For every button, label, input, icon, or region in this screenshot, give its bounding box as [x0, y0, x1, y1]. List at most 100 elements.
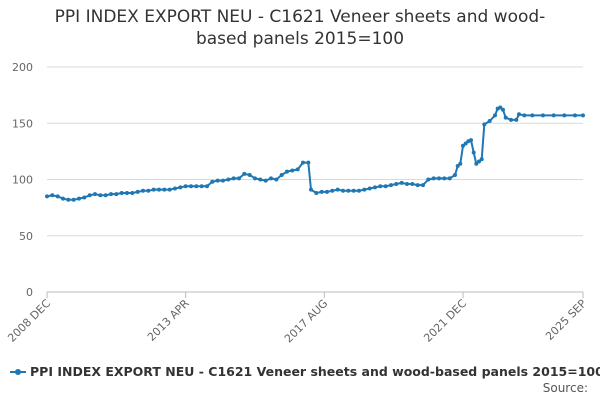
- data-point: [442, 176, 447, 181]
- y-axis-tick-labels: 0 50 100 150 200: [12, 61, 33, 299]
- data-point: [373, 185, 377, 190]
- data-point: [309, 187, 313, 192]
- data-point: [173, 186, 177, 191]
- data-point: [514, 117, 519, 122]
- data-point: [109, 192, 113, 197]
- data-point: [87, 193, 92, 198]
- data-point: [325, 189, 329, 194]
- data-point: [415, 183, 420, 188]
- data-point: [346, 188, 351, 193]
- chart-plot: 0 50 100 150 200 2008 DEC 2013 APR 2017 AUG 202…: [5, 61, 589, 346]
- data-point: [194, 184, 199, 189]
- data-point: [477, 159, 481, 164]
- data-point: [199, 184, 204, 189]
- data-point: [509, 117, 513, 122]
- data-point: [487, 119, 492, 123]
- data-point: [93, 192, 97, 197]
- data-point: [221, 178, 225, 183]
- data-point: [394, 182, 399, 186]
- data-point: [458, 161, 463, 166]
- data-point: [335, 187, 340, 192]
- x-tick-label: 2017 AUG: [282, 297, 331, 346]
- data-point: [469, 138, 473, 143]
- x-tick-label: 2025 SEP: [543, 297, 589, 343]
- data-point: [389, 183, 393, 188]
- data-point: [114, 192, 119, 197]
- data-point: [237, 176, 241, 181]
- data-point: [253, 176, 257, 181]
- data-point: [269, 176, 273, 181]
- series-line-group: [45, 105, 585, 202]
- data-point: [306, 160, 311, 165]
- data-point: [314, 191, 319, 195]
- data-point: [421, 183, 425, 188]
- data-point: [231, 176, 236, 181]
- data-point: [351, 188, 356, 193]
- data-point: [189, 184, 193, 189]
- data-point: [522, 113, 527, 118]
- chart-title: PPI INDEX EXPORT NEU - C1621 Veneer shee…: [0, 6, 600, 50]
- data-point: [474, 161, 479, 166]
- x-tick-label: 2021 DEC: [421, 297, 469, 345]
- y-tick-label: 0: [26, 286, 33, 299]
- data-point: [562, 113, 567, 118]
- data-point: [461, 143, 465, 148]
- grid-lines: [47, 66, 583, 293]
- data-point: [210, 179, 215, 184]
- data-point: [471, 150, 476, 155]
- data-point: [573, 113, 577, 118]
- data-point: [378, 184, 383, 189]
- data-point: [178, 185, 183, 190]
- data-point: [399, 180, 404, 185]
- x-axis: 2008 DEC 2013 APR 2017 AUG 2021 DEC 2025 SEP: [5, 291, 589, 346]
- data-point: [61, 196, 65, 201]
- data-point: [162, 187, 167, 192]
- data-point: [82, 195, 87, 200]
- data-point: [258, 177, 263, 182]
- data-point: [146, 188, 151, 193]
- data-point: [279, 173, 284, 177]
- data-point: [141, 188, 145, 193]
- data-point: [274, 177, 279, 182]
- y-tick-label: 50: [19, 230, 33, 243]
- data-point: [319, 189, 324, 194]
- data-point: [295, 167, 300, 172]
- source-label: Source:: [542, 381, 588, 395]
- data-point: [301, 160, 305, 165]
- data-point: [183, 184, 188, 189]
- data-point: [151, 187, 156, 192]
- x-tick-label: 2008 DEC: [5, 297, 53, 345]
- legend[interactable]: PPI INDEX EXPORT NEU - C1621 Veneer shee…: [10, 364, 600, 379]
- data-point: [226, 177, 231, 182]
- data-point: [98, 193, 103, 198]
- data-point: [383, 184, 388, 189]
- data-point: [167, 187, 172, 192]
- data-point: [285, 169, 289, 174]
- data-point: [581, 113, 585, 118]
- data-point: [410, 182, 415, 186]
- data-point: [453, 173, 457, 177]
- data-point: [45, 194, 49, 199]
- data-point: [103, 193, 108, 198]
- data-point: [530, 113, 535, 118]
- data-point: [482, 122, 487, 127]
- data-point: [263, 178, 268, 183]
- data-point: [55, 194, 60, 199]
- data-point: [357, 188, 361, 193]
- data-point: [447, 176, 452, 181]
- data-point: [50, 193, 55, 198]
- data-point: [247, 173, 252, 177]
- data-point: [431, 176, 436, 181]
- data-point: [135, 189, 140, 194]
- data-point: [501, 107, 505, 112]
- data-point: [541, 113, 545, 118]
- chart-title-line-1: PPI INDEX EXPORT NEU - C1621 Veneer shee…: [54, 7, 546, 27]
- data-point: [405, 182, 409, 186]
- data-point: [341, 188, 345, 193]
- y-tick-label: 200: [12, 61, 33, 74]
- data-point: [551, 113, 556, 118]
- data-point: [330, 188, 335, 193]
- data-point: [157, 187, 161, 192]
- data-point: [66, 197, 71, 202]
- legend-series-label: PPI INDEX EXPORT NEU - C1621 Veneer shee…: [30, 364, 600, 379]
